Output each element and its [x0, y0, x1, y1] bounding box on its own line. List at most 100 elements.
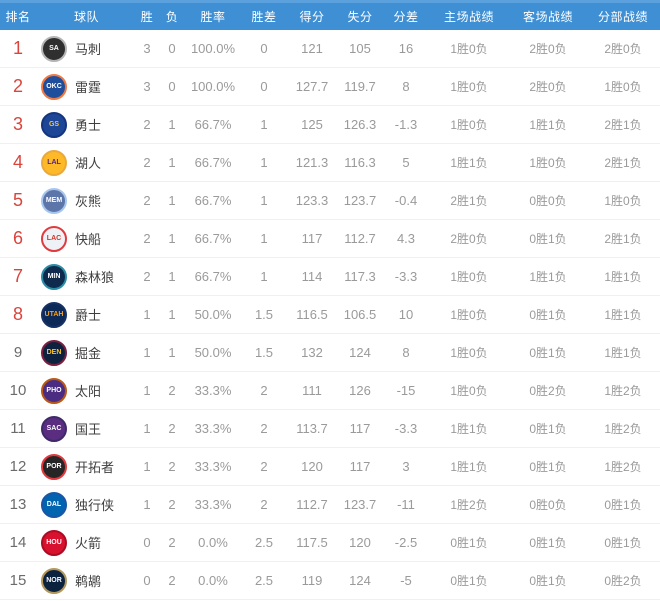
team-name[interactable]: 掘金 — [75, 346, 102, 361]
rank-cell: 2 — [12, 76, 23, 96]
team-name[interactable]: 快船 — [75, 232, 102, 247]
table-row[interactable]: 1 SA 马刺 3 0 100.0% 0 121 105 16 1胜0负 2胜0负 2胜0负 — [0, 30, 660, 68]
team-name[interactable]: 独行侠 — [75, 498, 115, 513]
points-against-cell: 124 — [349, 345, 371, 360]
home-record-cell: 1胜0负 — [450, 80, 488, 94]
team-name[interactable]: 鹈鹕 — [75, 574, 102, 589]
wins-cell: 1 — [143, 459, 151, 474]
points-for-cell: 132 — [301, 345, 323, 360]
table-row[interactable]: 14 HOU 火箭 0 2 0.0% 2.5 117.5 120 -2.5 0胜1负 0胜1负 0胜1负 — [0, 524, 660, 562]
table-row[interactable]: 12 POR 开拓者 1 2 33.3% 2 120 117 3 1胜1负 0胜1负 1胜2负 — [0, 448, 660, 486]
table-row[interactable]: 4 LAL 湖人 2 1 66.7% 1 121.3 116.3 5 1胜1负 1胜0负 2胜1负 — [0, 144, 660, 182]
col-header-away-record: 客场战绩 — [522, 10, 573, 24]
losses-cell: 2 — [168, 535, 176, 550]
points-for-cell: 117 — [301, 231, 323, 246]
wins-cell: 3 — [143, 79, 151, 94]
table-row[interactable]: 6 LAC 快船 2 1 66.7% 1 117 112.7 4.3 2胜0负 0胜1负 2胜1负 — [0, 220, 660, 258]
away-record-cell: 0胜1负 — [529, 460, 567, 474]
home-record-cell: 1胜2负 — [450, 498, 488, 512]
table-row[interactable]: 11 SAC 国王 1 2 33.3% 2 113.7 117 -3.3 1胜1负 0胜1负 1胜2负 — [0, 410, 660, 448]
team-name[interactable]: 太阳 — [75, 384, 102, 399]
points-against-cell: 120 — [349, 535, 371, 550]
team-logo-icon: POR — [41, 453, 67, 480]
points-against-cell: 123.7 — [343, 497, 377, 512]
team-abbr: UTAH — [44, 311, 64, 318]
team-name[interactable]: 开拓者 — [75, 460, 115, 475]
table-row[interactable]: 3 GS 勇士 2 1 66.7% 1 125 126.3 -1.3 1胜0负 1胜1负 2胜1负 — [0, 106, 660, 144]
team-abbr: MIN — [47, 273, 61, 280]
team-abbr: DAL — [46, 501, 62, 508]
table-row[interactable]: 8 UTAH 爵士 1 1 50.0% 1.5 116.5 106.5 10 1胜0负 0胜1负 1胜1… — [0, 296, 660, 334]
team-cell: PHO 太阳 — [36, 377, 136, 404]
losses-cell: 2 — [168, 383, 176, 398]
rank-cell: 8 — [12, 304, 23, 324]
team-name[interactable]: 国王 — [75, 422, 102, 437]
team-cell: LAC 快船 — [36, 225, 136, 252]
point-diff-cell: 4.3 — [396, 231, 416, 246]
table-row[interactable]: 2 OKC 雷霆 3 0 100.0% 0 127.7 119.7 8 1胜0负 2胜0负 1胜0负 — [0, 68, 660, 106]
table-row[interactable]: 10 PHO 太阳 1 2 33.3% 2 111 126 -15 1胜0负 0胜2负 1胜2负 — [0, 372, 660, 410]
team-name[interactable]: 雷霆 — [75, 80, 102, 95]
points-for-cell: 121.3 — [295, 155, 329, 170]
table-row[interactable]: 15 NOR 鹈鹕 0 2 0.0% 2.5 119 124 -5 0胜1负 0胜1负 0胜2负 — [0, 562, 660, 600]
col-header-wins: 胜 — [140, 10, 154, 24]
home-record-cell: 2胜0负 — [450, 232, 488, 246]
point-diff-cell: 3 — [402, 459, 410, 474]
table-row[interactable]: 13 DAL 独行侠 1 2 33.3% 2 112.7 123.7 -11 1胜2负 0胜0负 0胜1… — [0, 486, 660, 524]
rank-cell: 11 — [10, 420, 26, 437]
home-record-cell: 0胜1负 — [450, 574, 488, 588]
games-behind-cell: 1.5 — [254, 345, 274, 360]
team-logo-icon: LAL — [41, 149, 67, 176]
team-abbr: PHO — [46, 387, 62, 394]
away-record-cell: 1胜0负 — [529, 156, 567, 170]
team-name[interactable]: 马刺 — [75, 42, 102, 57]
away-record-cell: 0胜0负 — [529, 498, 567, 512]
table-row[interactable]: 7 MIN 森林狼 2 1 66.7% 1 114 117.3 -3.3 1胜0负 1胜1负 1胜1负 — [0, 258, 660, 296]
team-name[interactable]: 火箭 — [75, 536, 102, 551]
wins-cell: 2 — [143, 193, 151, 208]
team-name[interactable]: 湖人 — [75, 156, 102, 171]
away-record-cell: 0胜1负 — [529, 422, 567, 436]
team-logo-icon: OKC — [41, 73, 67, 100]
points-against-cell: 123.7 — [343, 193, 377, 208]
away-record-cell: 1胜1负 — [529, 270, 567, 284]
team-logo-icon: MIN — [41, 263, 67, 290]
losses-cell: 1 — [168, 155, 176, 170]
rank-cell: 7 — [12, 266, 23, 286]
point-diff-cell: -15 — [396, 383, 416, 398]
team-name[interactable]: 森林狼 — [75, 270, 115, 285]
rank-cell: 4 — [12, 152, 23, 172]
table-row[interactable]: 9 DEN 掘金 1 1 50.0% 1.5 132 124 8 1胜0负 0胜1负 1胜1负 — [0, 334, 660, 372]
wins-cell: 1 — [143, 383, 151, 398]
col-header-home-record: 主场战绩 — [443, 10, 494, 24]
team-abbr: POR — [46, 463, 62, 470]
team-cell: MEM 灰熊 — [36, 187, 136, 214]
point-diff-cell: -1.3 — [394, 117, 418, 132]
losses-cell: 1 — [168, 231, 176, 246]
table-row[interactable]: 5 MEM 灰熊 2 1 66.7% 1 123.3 123.7 -0.4 2胜1负 0胜0负 1胜0负 — [0, 182, 660, 220]
col-header-points-against: 失分 — [347, 10, 373, 24]
games-behind-cell: 2.5 — [254, 535, 274, 550]
losses-cell: 2 — [168, 459, 176, 474]
points-for-cell: 111 — [302, 383, 322, 398]
win-pct-cell: 0.0% — [198, 573, 228, 588]
home-record-cell: 0胜1负 — [450, 536, 488, 550]
team-name[interactable]: 爵士 — [75, 308, 102, 323]
team-logo-icon: NOR — [41, 567, 67, 594]
team-name[interactable]: 灰熊 — [75, 194, 102, 209]
points-against-cell: 112.7 — [344, 231, 376, 246]
col-header-win-pct: 胜率 — [200, 10, 226, 24]
division-record-cell: 1胜2负 — [604, 384, 642, 398]
team-abbr: DEN — [46, 349, 62, 356]
division-record-cell: 2胜1负 — [604, 118, 642, 132]
division-record-cell: 0胜2负 — [604, 574, 642, 588]
points-against-cell: 106.5 — [343, 307, 377, 322]
team-name[interactable]: 勇士 — [75, 118, 102, 133]
team-cell: GS 勇士 — [36, 111, 136, 138]
point-diff-cell: 10 — [398, 307, 414, 322]
col-header-games-behind: 胜差 — [251, 10, 277, 24]
games-behind-cell: 1 — [260, 155, 268, 170]
games-behind-cell: 1 — [260, 231, 268, 246]
team-cell: MIN 森林狼 — [36, 263, 136, 290]
